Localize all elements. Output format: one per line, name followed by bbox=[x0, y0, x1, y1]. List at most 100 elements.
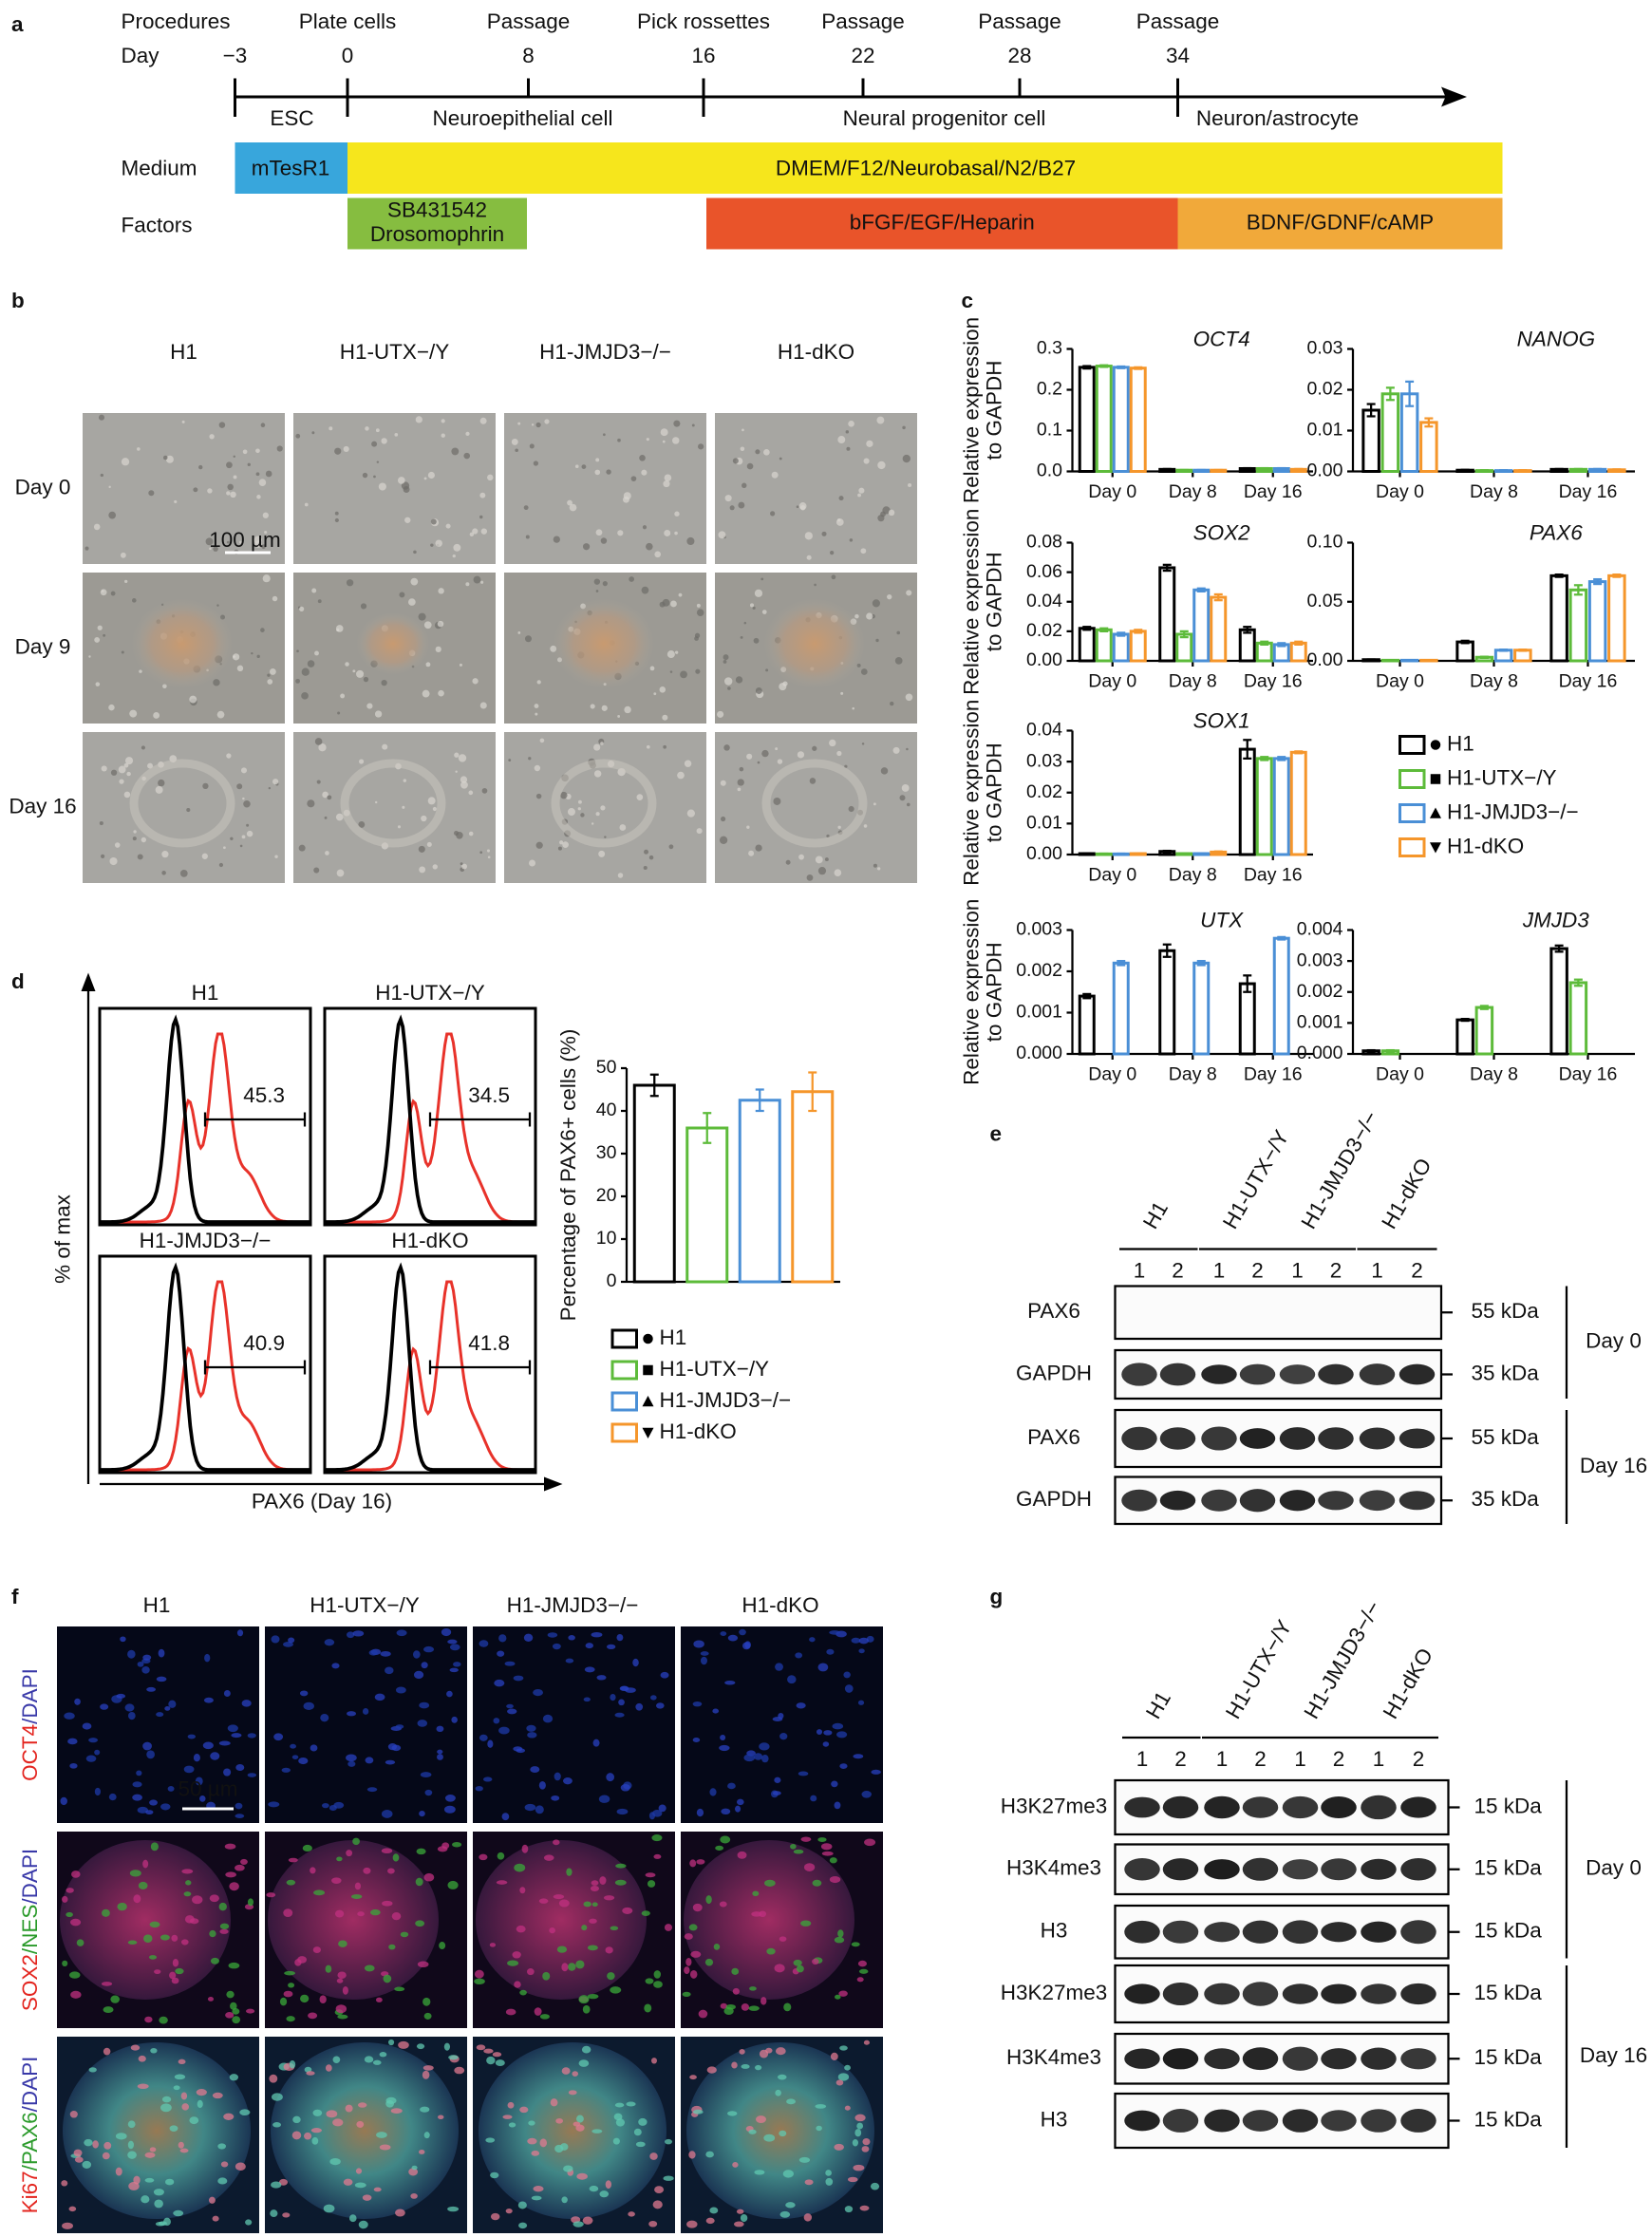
nucleus bbox=[364, 1964, 375, 1972]
nucleus bbox=[346, 1850, 353, 1857]
error-bar bbox=[1260, 756, 1269, 761]
nucleus bbox=[422, 2070, 430, 2079]
nucleus bbox=[779, 2210, 791, 2218]
nucleus bbox=[820, 1843, 833, 1851]
nucleus bbox=[142, 1654, 152, 1661]
cell-texture bbox=[262, 512, 269, 518]
nucleus bbox=[209, 1894, 219, 1903]
nucleus bbox=[388, 1944, 396, 1950]
bar bbox=[1095, 365, 1113, 473]
arrow-head bbox=[544, 1476, 563, 1492]
x-tick-label: Day 16 bbox=[1244, 481, 1303, 502]
nucleus bbox=[692, 1903, 703, 1912]
rosette bbox=[551, 759, 657, 848]
nucleus bbox=[519, 1887, 526, 1894]
nucleus bbox=[232, 2016, 241, 2024]
error-bar bbox=[1294, 467, 1304, 471]
error-bar bbox=[1479, 469, 1489, 473]
histogram-black bbox=[100, 1262, 311, 1472]
nucleus bbox=[94, 1787, 102, 1796]
nucleus bbox=[300, 1994, 310, 2003]
cell-texture bbox=[517, 631, 521, 634]
cell-texture bbox=[226, 461, 233, 469]
cell-texture bbox=[241, 835, 246, 839]
nucleus bbox=[539, 2138, 548, 2148]
error-bar bbox=[1117, 631, 1126, 637]
nucleus bbox=[137, 1661, 144, 1667]
bar bbox=[1112, 366, 1130, 473]
cell-texture bbox=[334, 511, 339, 516]
cell-texture bbox=[666, 650, 675, 659]
nucleus bbox=[408, 2168, 419, 2176]
legend-label: H1-UTX−/Y bbox=[660, 1357, 770, 1381]
nucleus bbox=[310, 1867, 316, 1874]
nucleus bbox=[270, 2209, 278, 2218]
day: −3 bbox=[223, 44, 248, 67]
nucleus bbox=[727, 1782, 736, 1790]
cell-texture bbox=[674, 531, 678, 536]
band bbox=[1279, 1427, 1316, 1450]
x-tick-label: Day 0 bbox=[1376, 1064, 1424, 1085]
nucleus bbox=[245, 2219, 253, 2226]
nucleus bbox=[622, 1907, 633, 1914]
cell-texture bbox=[691, 423, 695, 427]
cell-texture bbox=[639, 454, 646, 461]
nucleus bbox=[178, 2141, 184, 2149]
nucleus bbox=[795, 1652, 803, 1659]
cell-texture bbox=[763, 448, 770, 456]
nucleus bbox=[527, 2137, 537, 2145]
nucleus bbox=[67, 1738, 78, 1745]
nucleus bbox=[823, 1730, 833, 1736]
nucleus bbox=[387, 1868, 395, 1874]
nucleus bbox=[775, 1663, 783, 1671]
nucleus bbox=[127, 2140, 135, 2150]
nucleus bbox=[395, 1724, 404, 1729]
lane-header: H1-dKO bbox=[1377, 1155, 1436, 1233]
cell-texture bbox=[335, 625, 344, 632]
cell-texture bbox=[108, 485, 111, 489]
nucleus bbox=[411, 2165, 418, 2171]
cell-texture bbox=[337, 711, 341, 715]
nucleus bbox=[153, 2189, 164, 2196]
nucleus bbox=[837, 2073, 850, 2081]
cell-texture bbox=[226, 753, 232, 759]
cell-texture bbox=[324, 816, 328, 819]
nucleus bbox=[160, 1803, 171, 1811]
nucleus bbox=[329, 2158, 341, 2166]
nucleus bbox=[145, 1810, 154, 1815]
bar bbox=[1289, 750, 1307, 856]
group-label: Day 16 bbox=[1580, 2043, 1647, 2067]
nucleus bbox=[561, 1963, 569, 1972]
nucleus bbox=[494, 1679, 505, 1687]
cell-texture bbox=[684, 760, 692, 767]
nucleus bbox=[342, 1985, 348, 1995]
nucleus bbox=[582, 2004, 591, 2014]
bar bbox=[1238, 747, 1256, 856]
nucleus bbox=[283, 1908, 293, 1918]
nucleus bbox=[854, 2129, 862, 2137]
day: 34 bbox=[1166, 44, 1190, 67]
cell-texture bbox=[468, 831, 474, 837]
nucleus bbox=[184, 1915, 195, 1924]
nucleus bbox=[149, 1921, 160, 1928]
cell-texture bbox=[892, 746, 900, 754]
nucleus bbox=[851, 1637, 861, 1644]
nucleus bbox=[220, 2161, 229, 2168]
cell-texture bbox=[649, 666, 655, 671]
nucleus bbox=[755, 2115, 767, 2124]
nucleus bbox=[558, 1899, 570, 1908]
cell-texture bbox=[824, 857, 829, 862]
nucleus bbox=[332, 2118, 344, 2127]
kda-label: 15 kDa bbox=[1474, 1794, 1542, 1817]
nucleus bbox=[573, 2121, 581, 2127]
nucleus bbox=[709, 2207, 719, 2214]
cell-texture bbox=[673, 420, 681, 427]
nucleus bbox=[835, 1994, 841, 2000]
nucleus bbox=[618, 1699, 625, 1706]
nucleus bbox=[575, 2115, 584, 2123]
nucleus bbox=[127, 2120, 136, 2129]
nucleus bbox=[812, 1958, 819, 1965]
nucleus bbox=[712, 1708, 720, 1714]
cell-texture bbox=[593, 770, 602, 778]
cell-texture bbox=[668, 844, 674, 850]
